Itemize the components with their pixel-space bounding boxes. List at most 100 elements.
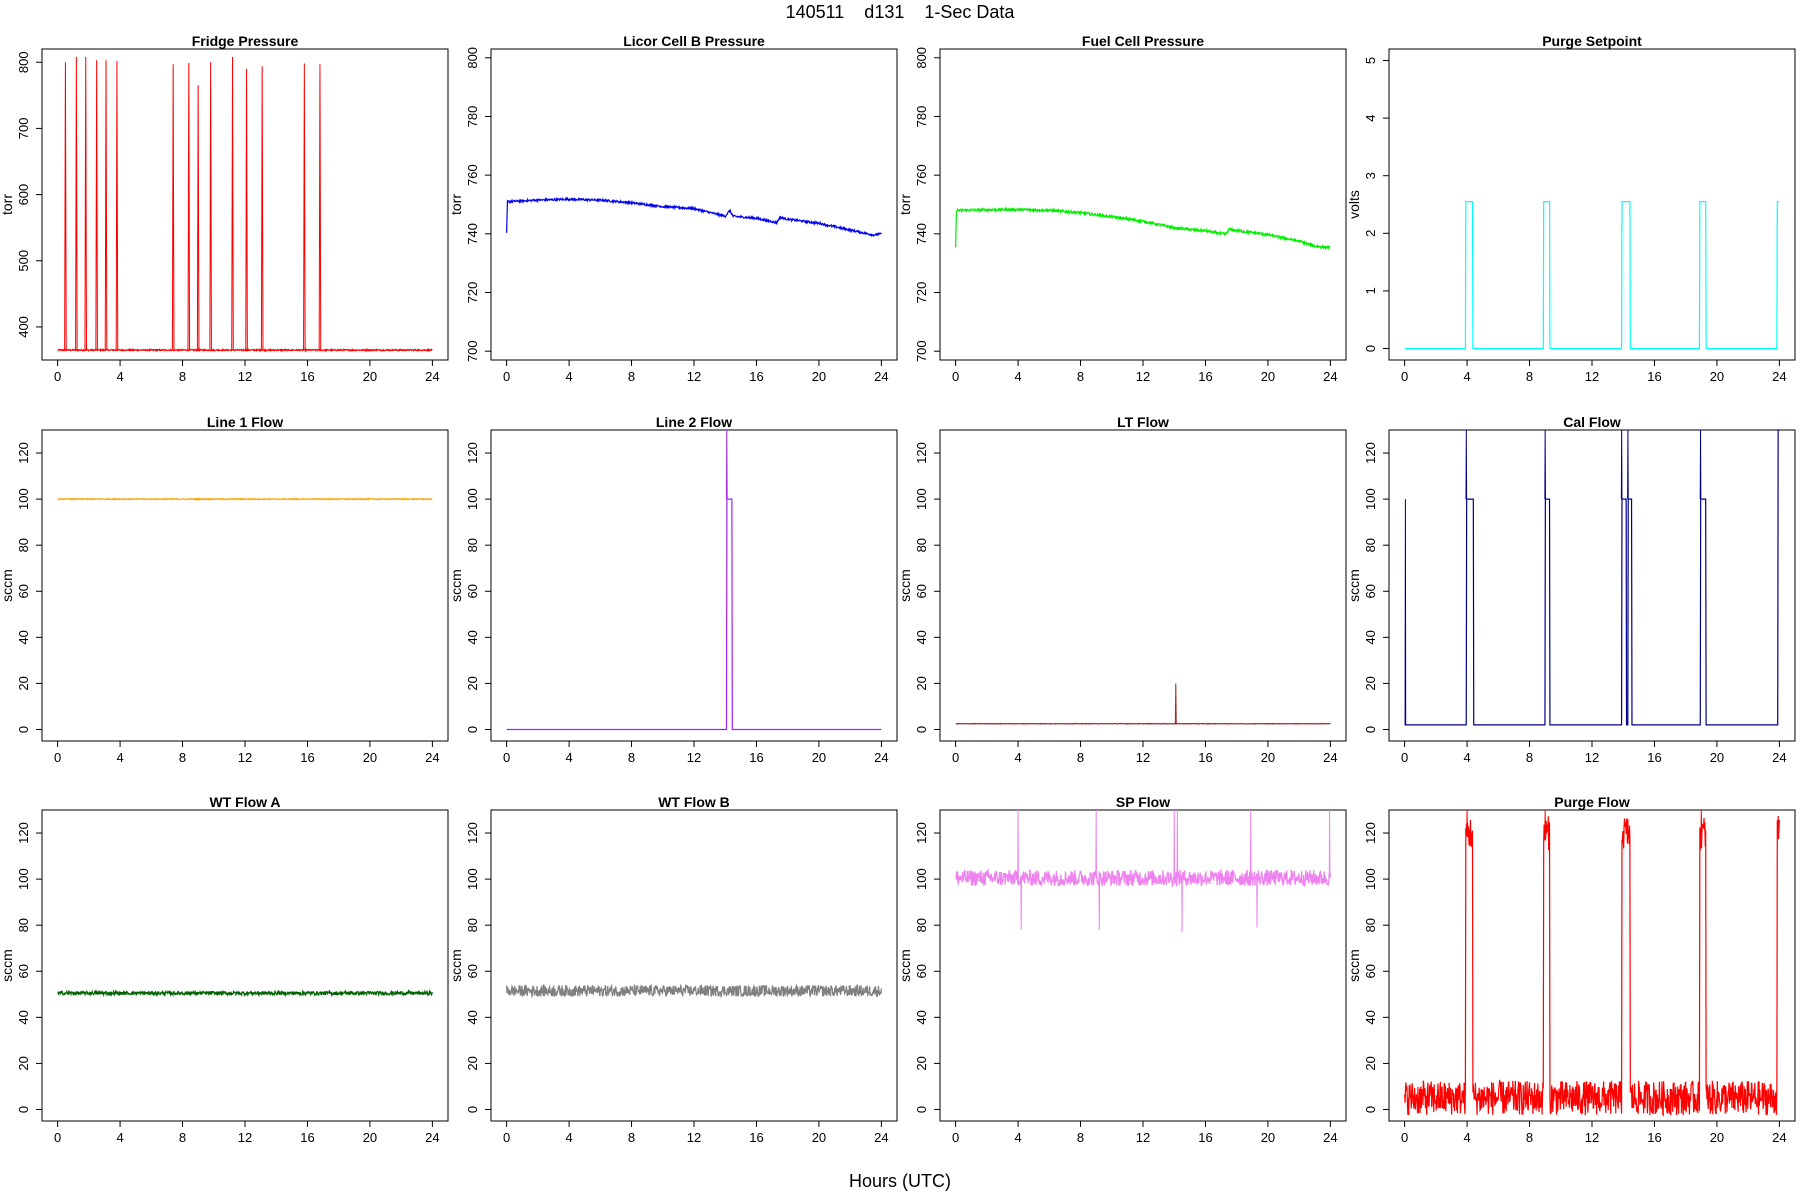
- x-tick-label: 4: [565, 1130, 572, 1145]
- x-tick-label: 0: [54, 750, 61, 765]
- page-title: 140511 d131 1-Sec Data: [785, 2, 1015, 22]
- series-spike: [171, 64, 175, 351]
- series-spike: [260, 66, 264, 351]
- y-tick-label: 5: [1363, 57, 1378, 64]
- y-axis-label: sccm: [897, 949, 913, 982]
- series-spike: [231, 56, 234, 351]
- panel-8: Cal Flow 0 4 8 12 16 20 24 0 20 40 60 80 100 120 sccm: [1346, 414, 1796, 765]
- x-tick-label: 24: [874, 1130, 888, 1145]
- y-tick-label: 40: [465, 1010, 480, 1024]
- x-tick-label: 24: [1323, 750, 1337, 765]
- plot-frame: [1388, 809, 1796, 1122]
- x-tick-label: 12: [1136, 750, 1150, 765]
- series-spike: [95, 60, 98, 351]
- y-tick-label: 120: [16, 822, 31, 844]
- y-tick-label: 20: [16, 1056, 31, 1070]
- x-tick-label: 12: [1136, 369, 1150, 384]
- x-tick-label: 0: [503, 1130, 510, 1145]
- y-tick-label: 760: [465, 164, 480, 186]
- panel-title: Purge Setpoint: [1542, 33, 1642, 49]
- y-tick-label: 120: [1363, 822, 1378, 844]
- y-axis-label: sccm: [1346, 569, 1362, 602]
- y-tick-label: 80: [465, 918, 480, 932]
- y-tick-label: 20: [16, 676, 31, 690]
- panel-10: WT Flow B 0 4 8 12 16 20 24 0 20 40 60 80 100 120 sccm: [448, 794, 898, 1145]
- series-spike: [1176, 809, 1179, 878]
- series-spike: [1627, 429, 1629, 500]
- y-tick-label: 0: [914, 1106, 929, 1113]
- y-tick-label: 700: [16, 118, 31, 140]
- y-tick-label: 0: [1363, 726, 1378, 733]
- series-spike: [1465, 429, 1468, 500]
- panel-title: Fuel Cell Pressure: [1082, 33, 1204, 49]
- x-tick-label: 4: [565, 750, 572, 765]
- series-spike: [1173, 809, 1176, 878]
- x-tick-label: 4: [1014, 1130, 1021, 1145]
- x-tick-label: 12: [1136, 1130, 1150, 1145]
- y-tick-label: 120: [914, 442, 929, 464]
- x-tick-label: 24: [1323, 369, 1337, 384]
- x-tick-label: 24: [425, 750, 439, 765]
- plot-frame: [41, 809, 449, 1122]
- y-tick-label: 60: [914, 964, 929, 978]
- y-tick-label: 80: [16, 918, 31, 932]
- y-tick-label: 80: [1363, 538, 1378, 552]
- panel-2: Licor Cell B Pressure 0 4 8 12 16 20 24 700 720 74…: [448, 33, 898, 384]
- x-tick-label: 8: [1526, 369, 1533, 384]
- y-axis-label: sccm: [0, 569, 15, 602]
- plot-frame: [490, 48, 898, 361]
- x-tick-label: 8: [628, 1130, 635, 1145]
- y-tick-label: 60: [465, 584, 480, 598]
- series-spike: [1020, 877, 1023, 930]
- y-tick-label: 80: [465, 538, 480, 552]
- plot-frame: [939, 429, 1347, 742]
- y-tick-label: 40: [465, 630, 480, 644]
- x-tick-label: 0: [503, 750, 510, 765]
- y-tick-label: 780: [465, 106, 480, 128]
- x-tick-label: 12: [238, 369, 252, 384]
- y-tick-label: 720: [914, 282, 929, 304]
- x-tick-label: 12: [1585, 369, 1599, 384]
- x-tick-label: 8: [1526, 1130, 1533, 1145]
- x-tick-label: 24: [425, 369, 439, 384]
- x-tick-label: 12: [687, 1130, 701, 1145]
- series-spike: [84, 56, 87, 351]
- y-tick-label: 80: [914, 538, 929, 552]
- series-spike: [1017, 809, 1019, 878]
- y-tick-label: 120: [465, 822, 480, 844]
- x-tick-label: 20: [1710, 1130, 1724, 1145]
- x-tick-label: 8: [628, 750, 635, 765]
- y-tick-label: 100: [465, 868, 480, 890]
- x-tick-label: 0: [952, 1130, 959, 1145]
- y-tick-label: 500: [16, 250, 31, 272]
- series-spike: [1700, 809, 1703, 834]
- panel-title: SP Flow: [1116, 794, 1170, 810]
- x-tick-label: 8: [1077, 1130, 1084, 1145]
- y-tick-label: 720: [465, 282, 480, 304]
- x-tick-label: 20: [363, 750, 377, 765]
- x-axis-caption: Hours (UTC): [849, 1171, 951, 1191]
- x-tick-label: 8: [179, 369, 186, 384]
- y-tick-label: 800: [914, 47, 929, 69]
- x-tick-label: 8: [1077, 369, 1084, 384]
- y-axis-label: sccm: [0, 949, 15, 982]
- series-spike: [1249, 809, 1252, 878]
- y-tick-label: 60: [1363, 584, 1378, 598]
- series-spike: [1328, 809, 1331, 878]
- y-tick-label: 40: [16, 1010, 31, 1024]
- y-tick-label: 0: [1363, 1106, 1378, 1113]
- x-tick-label: 20: [1261, 369, 1275, 384]
- y-axis-label: volts: [1346, 190, 1362, 219]
- panel-5: Line 1 Flow 0 4 8 12 16 20 24 0 20 40 60 80 100 120 scc…: [0, 414, 449, 765]
- x-tick-label: 8: [1077, 750, 1084, 765]
- y-axis-label: sccm: [448, 949, 464, 982]
- x-tick-label: 20: [363, 1130, 377, 1145]
- y-tick-label: 0: [16, 1106, 31, 1113]
- y-tick-label: 80: [914, 918, 929, 932]
- y-tick-label: 40: [1363, 1010, 1378, 1024]
- x-tick-label: 20: [1261, 1130, 1275, 1145]
- series-line: [1404, 201, 1780, 350]
- y-tick-label: 780: [914, 106, 929, 128]
